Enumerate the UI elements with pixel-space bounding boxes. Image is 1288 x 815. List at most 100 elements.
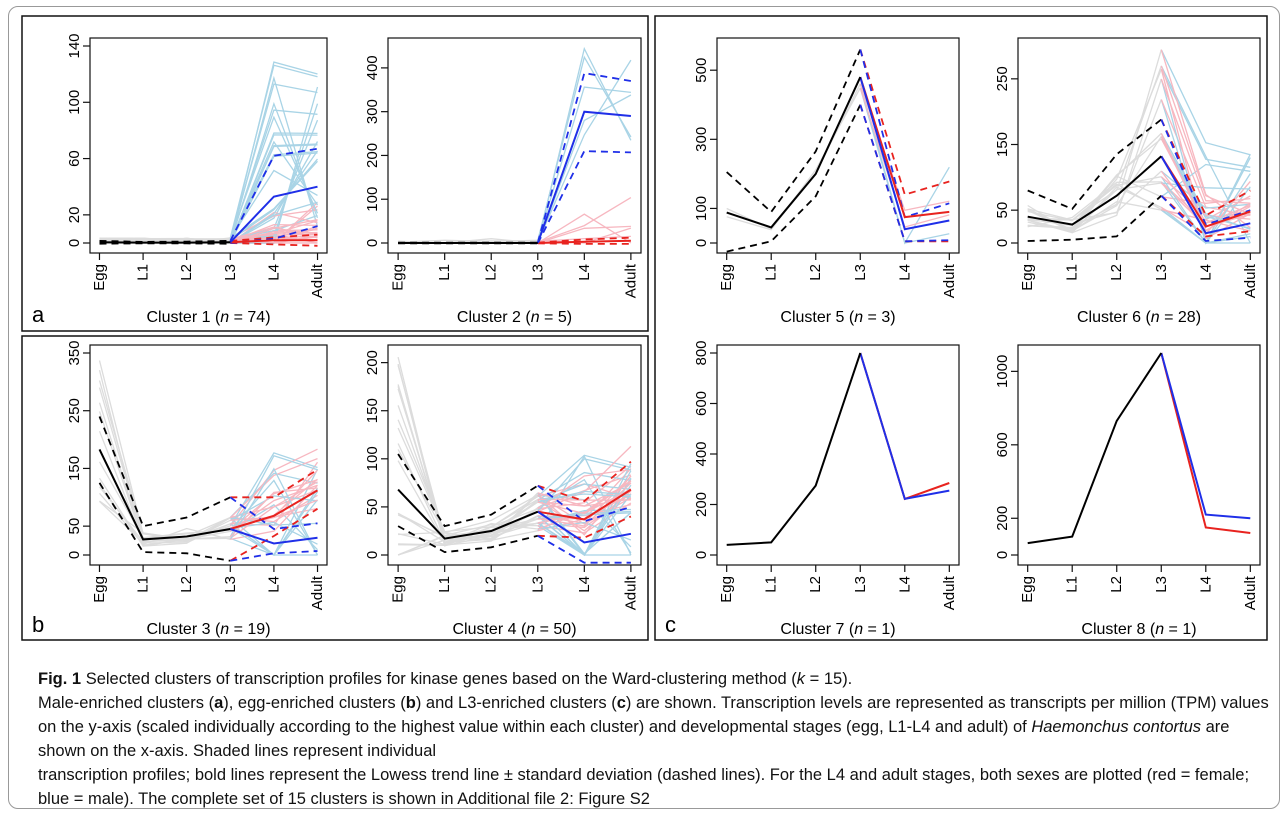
male-lower-sd [230,550,318,562]
y-tick-label: 50 [364,499,381,516]
male-shade-line [229,144,318,244]
y-tick-label: 300 [693,127,710,152]
cluster-3-plot: 0 50 150 250 350 Egg L1 L2 L3 L4 Adult Cluster 3 (n… [66,340,328,638]
shade-line [1027,65,1162,221]
plot-frame [1017,344,1261,566]
female-shade-line [1160,78,1251,204]
cluster-label-pre: Cluster 7 ( [780,621,854,638]
panel-letter-c: c [665,612,676,637]
x-tick-label: Adult [622,263,639,298]
x-tick-label: L4 [576,264,593,281]
shared-trend-line [726,352,862,546]
female-lower-sd [537,515,632,539]
x-tick-label: L1 [436,264,453,281]
cluster-label: Cluster 1 (n = 74) [146,309,270,326]
plot-frame [387,37,642,254]
female-upper-sd [859,49,950,196]
panel-letter-a: a [32,302,45,327]
trend-lower-sd [98,482,231,562]
cluster-2-plot: 0 100 200 300 400 Egg L1 L2 L3 L4 Adult Cluster 2 (… [364,37,642,326]
x-tick-label: L2 [1108,576,1125,593]
male-shade-line [537,490,631,503]
male-shade-line [1160,49,1251,156]
plot-area [1027,352,1251,545]
cluster-7-plot: 0 200 400 600 800 Egg L1 L2 L3 L4 Adult Cluster 7 (… [693,340,960,638]
x-tick-label: L2 [178,576,195,593]
male-trend-line [1160,155,1251,235]
x-tick-label: L2 [807,576,824,593]
female-shade-line [537,197,632,243]
x-tick-label: Adult [309,263,326,298]
cluster-label-n: n [526,621,535,638]
male-shade-line [537,86,631,242]
male-lower-sd [1160,195,1251,242]
plot-frame [716,37,960,254]
cluster-label-pre: Cluster 4 ( [452,621,526,638]
y-tick-label: 200 [994,506,1011,531]
y-tick-label: 0 [364,551,381,559]
plot-area [726,49,950,253]
shared-trend-line [397,488,539,540]
shade-line [98,477,231,547]
y-tick-label: 150 [66,456,83,481]
female-shade-line [229,487,318,538]
male-lower-sd [859,104,950,243]
female-trend-line [537,488,632,521]
shade-line [726,87,861,231]
x-tick-label: L3 [222,576,239,593]
x-tick-label: Egg [390,264,407,291]
y-tick-label: 200 [693,492,710,517]
female-trend-line [230,239,318,244]
cluster-label-pre: Cluster 8 ( [1081,621,1155,638]
x-tick-label: Egg [1019,264,1036,291]
male-upper-sd [536,72,632,243]
male-trend-line [229,528,318,545]
trend-upper-sd [98,416,231,528]
cluster-label-n: n [1155,621,1164,638]
caption-lead: Fig. 1 [38,670,82,688]
male-shade-line [230,516,318,526]
y-tick-label: 60 [66,150,83,167]
y-tick-label: 0 [693,551,710,559]
x-tick-label: L3 [852,576,869,593]
plot-area [397,356,632,564]
x-tick-label: L4 [265,576,282,593]
shade-line [99,237,231,244]
caption-s1f: c [616,694,626,712]
x-tick-label: Adult [1242,263,1259,298]
female-shade-line [537,225,631,244]
cluster-label-n: n [220,621,229,638]
caption-title-k: k [796,670,806,688]
y-tick-label: 600 [693,391,710,416]
figure-canvas: a b c 0 20 60 100 140 Egg L1 L2 L3 L4 Adult Cluster… [21,15,1268,641]
male-shade-line [229,158,318,241]
x-tick-label: Adult [941,263,958,298]
x-tick-label: Adult [1242,575,1259,610]
cluster-label-pre: Cluster 1 ( [146,309,220,326]
shade-line [397,514,538,537]
male-shade-line [537,94,632,244]
y-tick-label: 0 [66,239,83,247]
shared-trend-line [726,76,862,229]
plot-area [1027,49,1251,245]
x-tick-label: L2 [483,576,500,593]
female-shade-line [230,226,318,240]
cluster-label-post: = 28) [1160,309,1201,326]
y-tick-label: 400 [693,441,710,466]
shade-line [397,460,538,545]
x-tick-label: L4 [576,576,593,593]
female-trend-line [1160,352,1251,534]
x-tick-label: Egg [1019,576,1036,603]
x-tick-label: L3 [1153,576,1170,593]
caption-body-2: transcription profiles; bold lines repre… [38,766,1250,808]
male-shade-line [229,109,318,241]
x-tick-label: L4 [1197,264,1214,281]
cluster-label: Cluster 3 (n = 19) [146,621,270,638]
plot-area [99,61,319,247]
panel-c-box [654,15,1268,641]
male-trend-line [536,110,631,244]
male-lower-sd [537,535,631,564]
female-lower-sd [229,508,318,562]
shade-line [397,427,539,534]
plot-area [398,46,632,245]
